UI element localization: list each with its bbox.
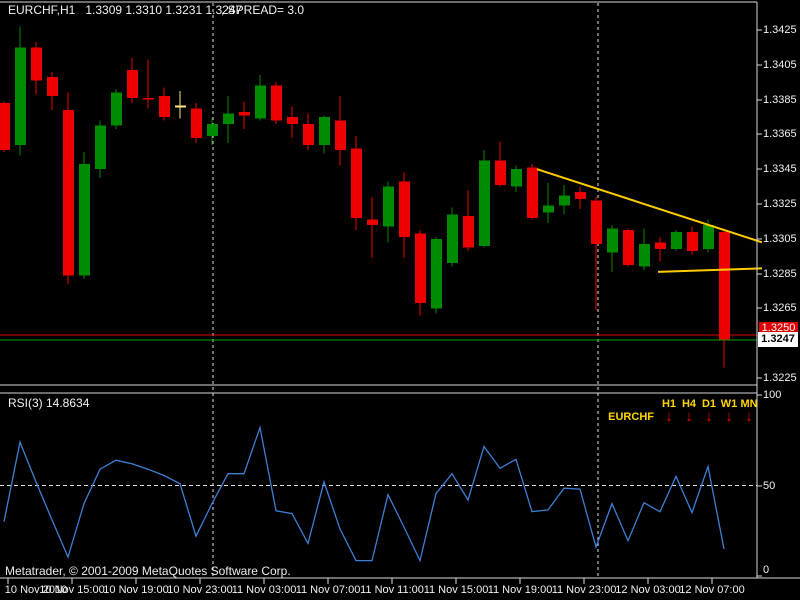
candle-body (0, 103, 10, 151)
candle-body (255, 85, 266, 119)
candle-body (495, 160, 506, 185)
rsi-indicator-label: RSI(3) 14.8634 (8, 396, 90, 410)
candle-body (591, 200, 602, 245)
spread-label: , SPREAD= 3.0 (221, 3, 305, 17)
candle-body (575, 191, 586, 199)
mtf-symbol-label: EURCHF (608, 410, 654, 423)
tf-h4-label: H4 (681, 397, 697, 410)
candle-body (127, 70, 138, 98)
candle-body (671, 231, 682, 250)
price-axis-label: 1.3425 (763, 24, 797, 36)
time-axis-label: 11 Nov 15:00 (423, 584, 489, 596)
trendline[interactable] (536, 168, 763, 244)
price-axis-label: 1.3385 (763, 94, 797, 106)
candle-body (399, 181, 410, 238)
time-axis-label: 10 Nov 23:00 (167, 584, 233, 596)
time-axis-label: 10 Nov 2010 (4, 584, 68, 596)
rsi-scale-label: 50 (763, 480, 776, 492)
down-arrow-icon: ↓ (705, 407, 713, 425)
candle-body (703, 224, 714, 250)
candle-body (383, 186, 394, 227)
tf-d1-label: D1 (701, 397, 717, 410)
candle-body (607, 228, 618, 253)
price-axis-label: 1.3405 (763, 59, 797, 71)
rsi-scale-label: 0 (763, 564, 770, 576)
time-axis-label: 11 Nov 11:00 (360, 584, 424, 596)
candle-body (223, 113, 234, 124)
candle-body (15, 47, 26, 145)
candle-body (655, 242, 666, 250)
price-axis-label: 1.3265 (763, 302, 797, 314)
candle-body (271, 85, 282, 121)
candle-body (111, 92, 122, 126)
candle-body (319, 117, 330, 145)
price-axis-label: 1.3225 (763, 372, 797, 384)
copyright-text: Metatrader, © 2001-2009 MetaQuotes Softw… (5, 564, 291, 578)
candle-body (639, 244, 650, 267)
candle-body (463, 216, 474, 248)
rsi-scale-label: 100 (763, 389, 782, 401)
candle-body (719, 231, 730, 340)
ohlc-values: 1.3309 1.3310 1.3231 1.3247 (85, 3, 243, 17)
candle-body (95, 125, 106, 170)
down-arrow-icon: ↓ (665, 407, 673, 425)
price-axis-label: 1.3305 (763, 233, 797, 245)
candle-body (31, 47, 42, 81)
mtf-trend-indicator: H1 H4 D1 W1 MN EURCHF ↓ ↓ ↓ ↓ ↓ (608, 397, 759, 425)
candle-body (367, 219, 378, 225)
time-axis-label: 11 Nov 23:00 (551, 584, 617, 596)
down-arrow-icon: ↓ (745, 407, 753, 425)
tf-mn-label: MN (740, 397, 758, 410)
price-axis-label: 1.3365 (763, 128, 797, 140)
price-axis-label: 1.3345 (763, 163, 797, 175)
candle-body (415, 233, 426, 304)
symbol-period-label: EURCHF,H1 (8, 3, 76, 17)
candle-body (527, 167, 538, 218)
down-arrow-icon: ↓ (685, 407, 693, 425)
chart-header: EURCHF,H1 1.3309 1.3310 1.3231 1.3247 (8, 3, 242, 17)
candle-body (543, 205, 554, 213)
time-axis-label: 10 Nov 15:00 (39, 584, 105, 596)
price-axis-label: 1.3325 (763, 198, 797, 210)
bid-price-box: 1.3247 (758, 332, 798, 347)
candle-body (687, 231, 698, 251)
candle-body (351, 148, 362, 218)
down-arrow-icon: ↓ (725, 407, 733, 425)
candle-body (303, 123, 314, 145)
candle-body (207, 123, 218, 137)
candle-body (511, 169, 522, 187)
tf-h1-label: H1 (661, 397, 677, 410)
rsi-line (3, 425, 725, 563)
time-axis-label: 11 Nov 07:00 (295, 584, 361, 596)
ask-price-box: 1.3250 (759, 322, 798, 335)
time-axis-label: 12 Nov 03:00 (615, 584, 681, 596)
trendline[interactable] (657, 267, 763, 273)
candle-body (431, 238, 442, 309)
candle-body (159, 96, 170, 117)
candle-body (447, 214, 458, 264)
candle-body (239, 111, 250, 116)
time-axis-label: 12 Nov 07:00 (679, 584, 745, 596)
time-axis-label: 11 Nov 03:00 (231, 584, 297, 596)
candle-body (79, 163, 90, 276)
candle-body (623, 230, 634, 265)
price-axis-label: 1.3285 (763, 268, 797, 280)
candle-body (47, 76, 58, 97)
candle-body (63, 110, 74, 276)
candle-body (287, 117, 298, 124)
candle-body (143, 97, 154, 100)
candle-body (191, 108, 202, 138)
tf-w1-label: W1 (720, 397, 738, 410)
candle-body (335, 120, 346, 151)
time-axis-label: 11 Nov 19:00 (487, 584, 553, 596)
candle-body (479, 160, 490, 246)
candle-body (559, 195, 570, 206)
time-axis-label: 10 Nov 19:00 (103, 584, 169, 596)
